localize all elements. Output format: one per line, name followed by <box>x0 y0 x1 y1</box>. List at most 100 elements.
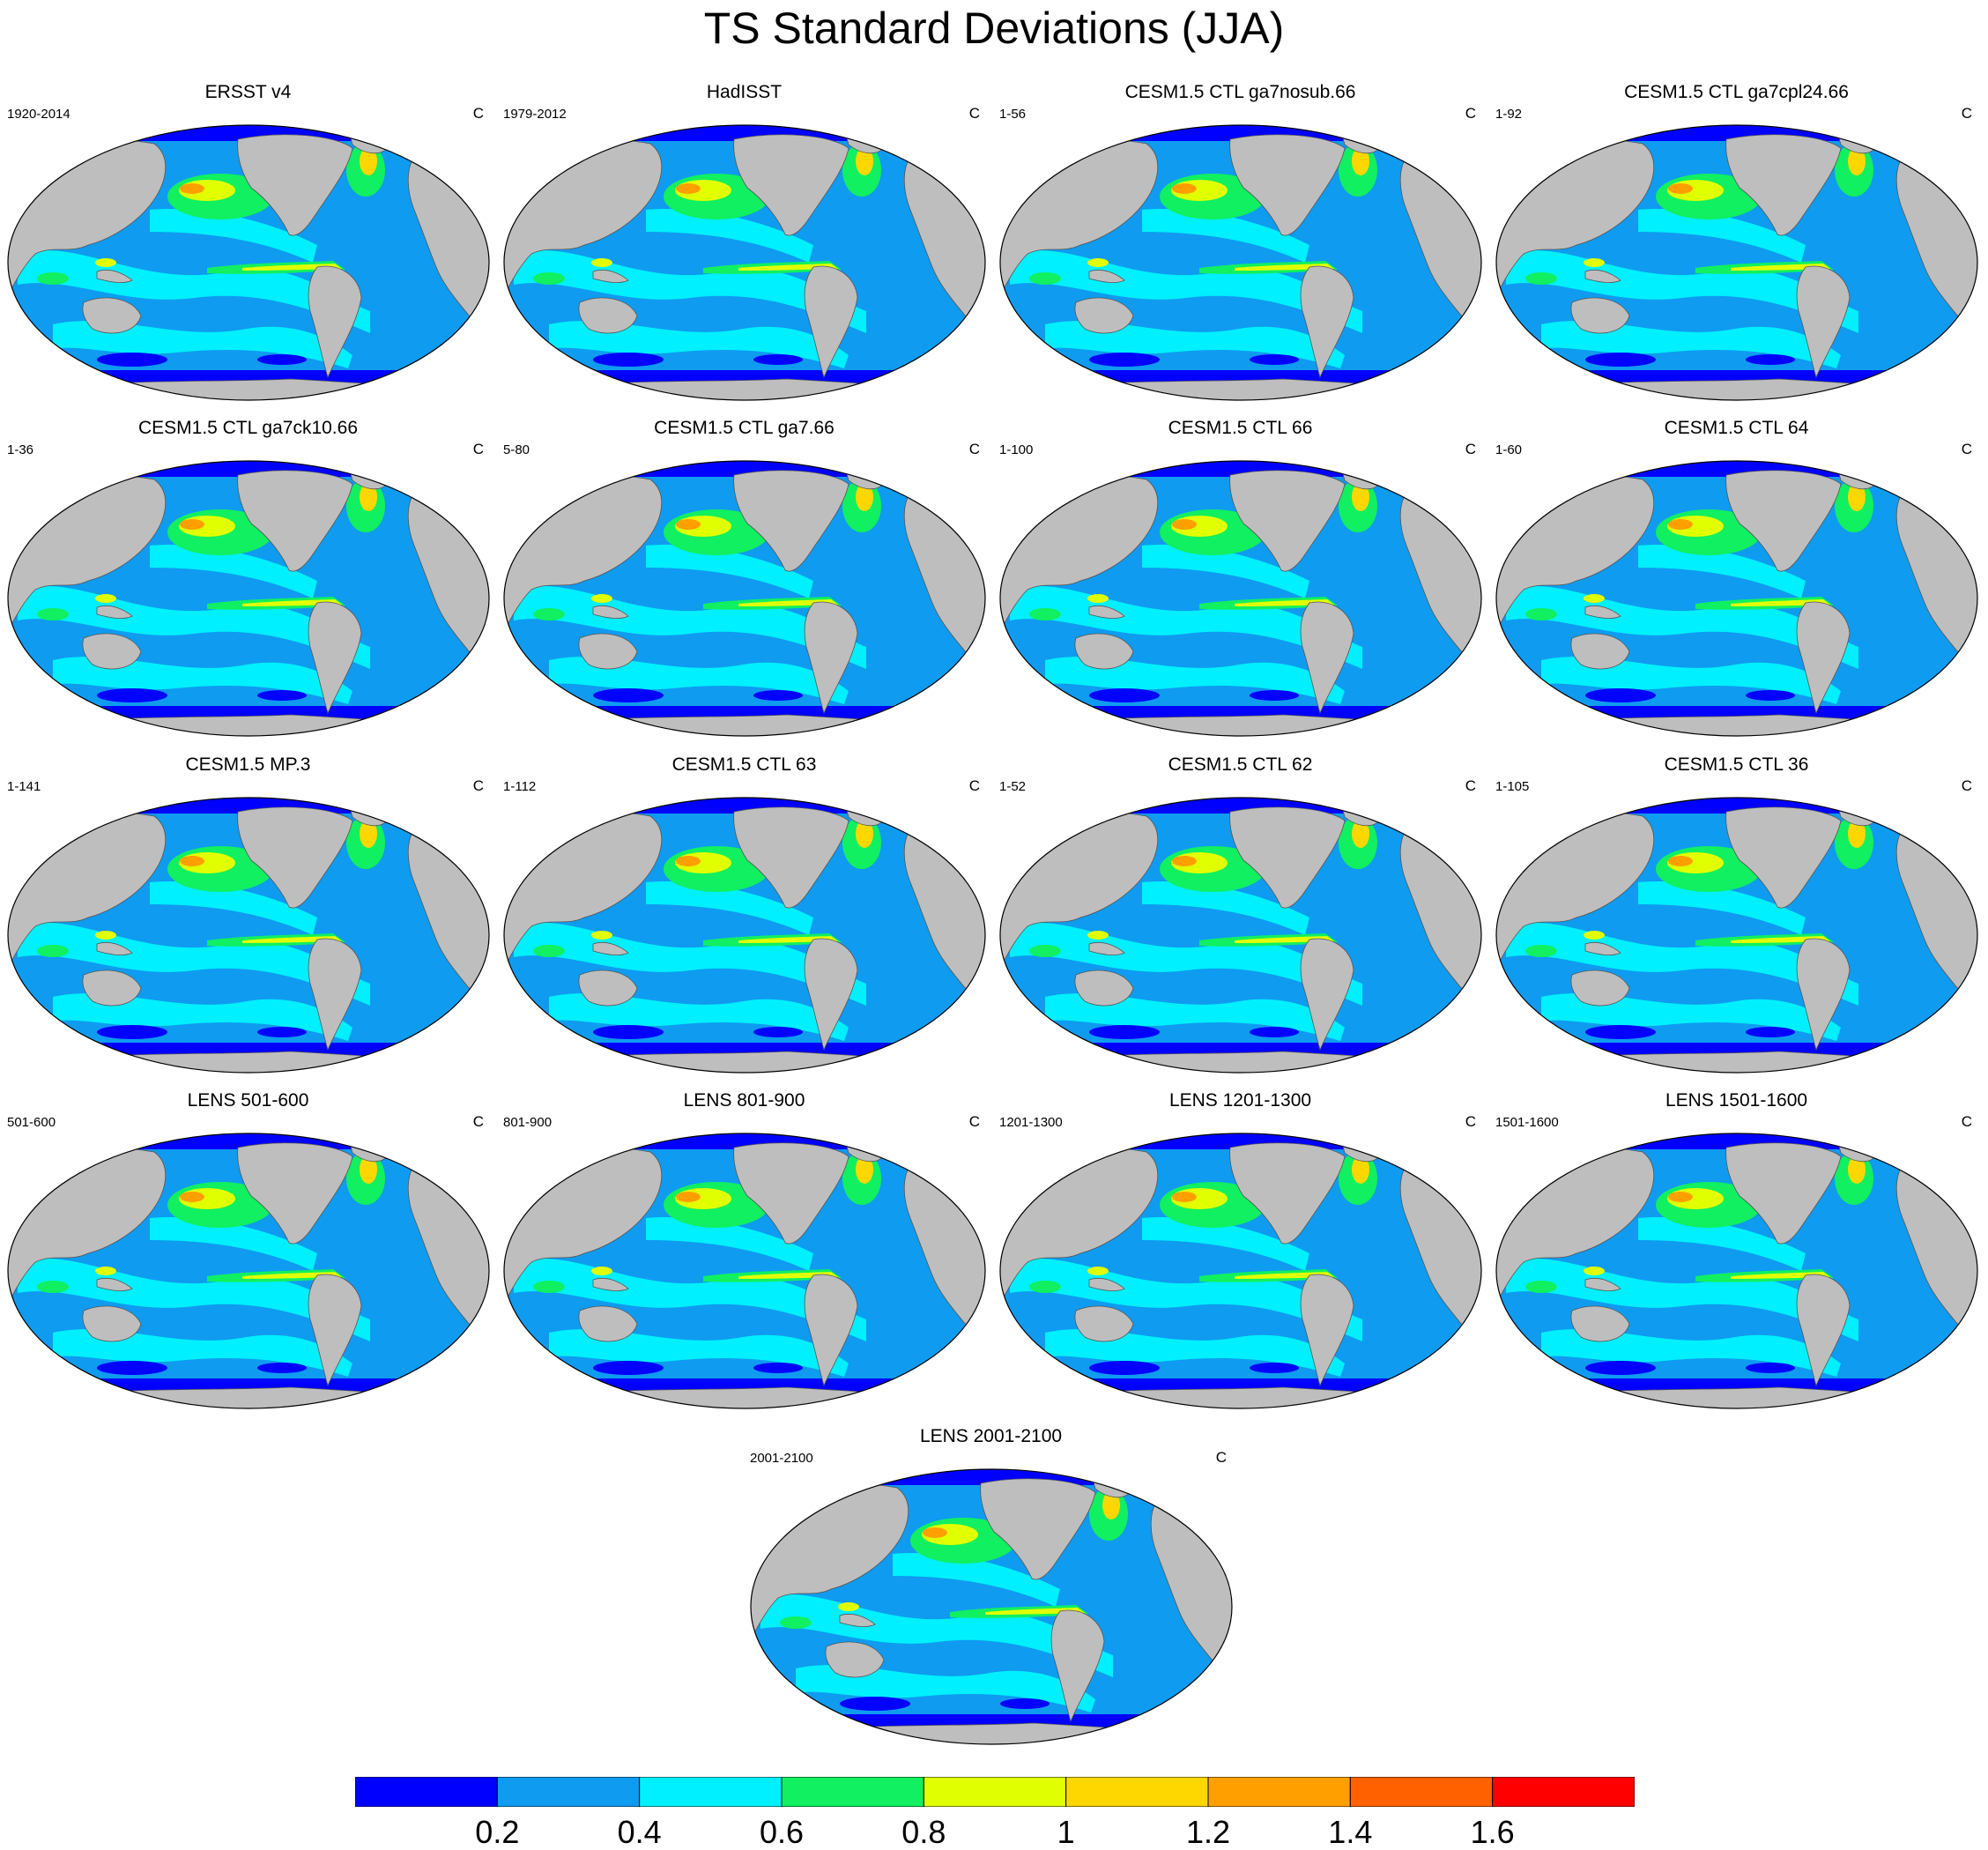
world-map <box>503 124 986 401</box>
colorbar-tick-label: 1 <box>1057 1814 1075 1850</box>
world-map <box>750 1468 1233 1745</box>
world-map <box>503 1133 986 1409</box>
panel-units-label: C <box>1961 1113 1972 1130</box>
panel-units-label: C <box>472 777 484 794</box>
colorbar-tick-label: 1.6 <box>1470 1814 1515 1850</box>
map-outline <box>1495 460 1978 737</box>
panel-units-label: C <box>472 105 484 122</box>
map-outline <box>750 1468 1233 1745</box>
panel-units-label: C <box>1961 105 1972 122</box>
panel-period-label: 1-100 <box>999 442 1034 457</box>
map-panel: LENS 801-900 801-900 C <box>496 1089 992 1424</box>
panel-title: LENS 801-900 <box>683 1090 805 1111</box>
map-panel: LENS 501-600 501-600 C <box>0 1089 496 1424</box>
panel-units-label: C <box>472 1113 484 1130</box>
colorbar-tick-label: 0.6 <box>759 1814 805 1850</box>
panel-period-label: 1201-1300 <box>999 1115 1063 1130</box>
panel-period-label: 1-141 <box>7 779 41 794</box>
map-panel: CESM1.5 CTL ga7nosub.66 1-56 C <box>992 81 1488 416</box>
colorbar-segment <box>1349 1777 1494 1807</box>
panel-title: CESM1.5 MP.3 <box>185 754 311 775</box>
map-panel: HadISST 1979-2012 C <box>496 81 992 416</box>
panel-units-label: C <box>1465 1113 1476 1130</box>
panel-period-label: 1-56 <box>999 107 1027 122</box>
colorbar-segment <box>1492 1777 1635 1807</box>
world-map <box>999 124 1482 401</box>
panel-title: CESM1.5 CTL ga7cpl24.66 <box>1624 82 1849 102</box>
map-outline <box>7 797 490 1074</box>
map-panel: LENS 2001-2100 2001-2100 C <box>743 1425 1239 1760</box>
map-outline <box>7 460 490 737</box>
map-panel: CESM1.5 CTL 63 1-112 C <box>496 754 992 1088</box>
panel-units-label: C <box>1465 105 1476 122</box>
map-panel: LENS 1201-1300 1201-1300 C <box>992 1089 1488 1424</box>
map-panel: CESM1.5 CTL 36 1-105 C <box>1488 754 1984 1088</box>
page-title: TS Standard Deviations (JJA) <box>703 4 1285 53</box>
world-map <box>7 797 490 1074</box>
panel-period-label: 1-36 <box>7 442 34 457</box>
map-outline <box>999 460 1482 737</box>
colorbar-tick-label: 1.2 <box>1185 1814 1231 1850</box>
world-map <box>999 797 1482 1074</box>
colorbar-segment <box>496 1777 641 1807</box>
panel-period-label: 1-105 <box>1495 779 1530 794</box>
panel-title: CESM1.5 CTL ga7nosub.66 <box>1124 82 1356 102</box>
panel-period-label: 1-92 <box>1495 107 1523 122</box>
map-outline <box>503 124 986 401</box>
map-outline <box>999 1133 1482 1409</box>
panel-units-label: C <box>968 777 980 794</box>
colorbar-segment <box>1207 1777 1351 1807</box>
colorbar-tick-label: 0.2 <box>475 1814 520 1850</box>
panel-units-label: C <box>472 441 484 457</box>
panel-units-label: C <box>968 1113 980 1130</box>
colorbar-tick-label: 0.8 <box>901 1814 946 1850</box>
panel-title: CESM1.5 CTL 64 <box>1664 418 1809 438</box>
map-outline <box>999 797 1482 1074</box>
colorbar-tick-label: 1.4 <box>1328 1814 1373 1850</box>
map-panel: CESM1.5 CTL ga7.66 5-80 C <box>496 417 992 752</box>
map-outline <box>1495 797 1978 1074</box>
colorbar <box>355 1777 1635 1807</box>
map-outline <box>7 124 490 401</box>
map-outline <box>999 124 1482 401</box>
world-map <box>1495 797 1978 1074</box>
panel-period-label: 1-112 <box>503 779 537 794</box>
map-panel: CESM1.5 CTL 62 1-52 C <box>992 754 1488 1088</box>
map-panel: ERSST v4 1920-2014 C <box>0 81 496 416</box>
map-panel: CESM1.5 CTL ga7cpl24.66 1-92 C <box>1488 81 1984 416</box>
world-map <box>7 124 490 401</box>
colorbar-segment <box>923 1777 1067 1807</box>
map-panel: LENS 1501-1600 1501-1600 C <box>1488 1089 1984 1424</box>
world-map <box>503 460 986 737</box>
map-outline <box>503 1133 986 1409</box>
panel-period-label: 1979-2012 <box>503 107 567 122</box>
map-outline <box>503 797 986 1074</box>
panel-units-label: C <box>1215 1449 1227 1466</box>
map-panel: CESM1.5 CTL 64 1-60 C <box>1488 417 1984 752</box>
panel-period-label: 1-52 <box>999 779 1027 794</box>
colorbar-segment <box>355 1777 498 1807</box>
world-map <box>999 1133 1482 1409</box>
world-map <box>1495 1133 1978 1409</box>
map-panel: CESM1.5 CTL 66 1-100 C <box>992 417 1488 752</box>
map-outline <box>1495 1133 1978 1409</box>
panel-title: HadISST <box>706 82 783 102</box>
panel-period-label: 501-600 <box>7 1115 56 1130</box>
map-outline <box>7 1133 490 1409</box>
world-map <box>503 797 986 1074</box>
world-map <box>1495 460 1978 737</box>
panel-units-label: C <box>1961 777 1972 794</box>
map-panel: CESM1.5 CTL ga7ck10.66 1-36 C <box>0 417 496 752</box>
panel-title: CESM1.5 CTL ga7.66 <box>654 418 835 438</box>
panel-period-label: 1920-2014 <box>7 107 70 122</box>
colorbar-segment <box>639 1777 783 1807</box>
panel-title: CESM1.5 CTL 66 <box>1168 418 1313 438</box>
map-outline <box>503 460 986 737</box>
panel-period-label: 1-60 <box>1495 442 1523 457</box>
panel-period-label: 1501-1600 <box>1495 1115 1559 1130</box>
colorbar-labels: 0.2 0.4 0.6 0.8 1 1.2 1.4 1.6 <box>0 1815 1988 1850</box>
world-map <box>7 460 490 737</box>
panel-units-label: C <box>1465 441 1476 457</box>
panel-title: LENS 501-600 <box>187 1090 309 1111</box>
panel-units-label: C <box>968 105 980 122</box>
